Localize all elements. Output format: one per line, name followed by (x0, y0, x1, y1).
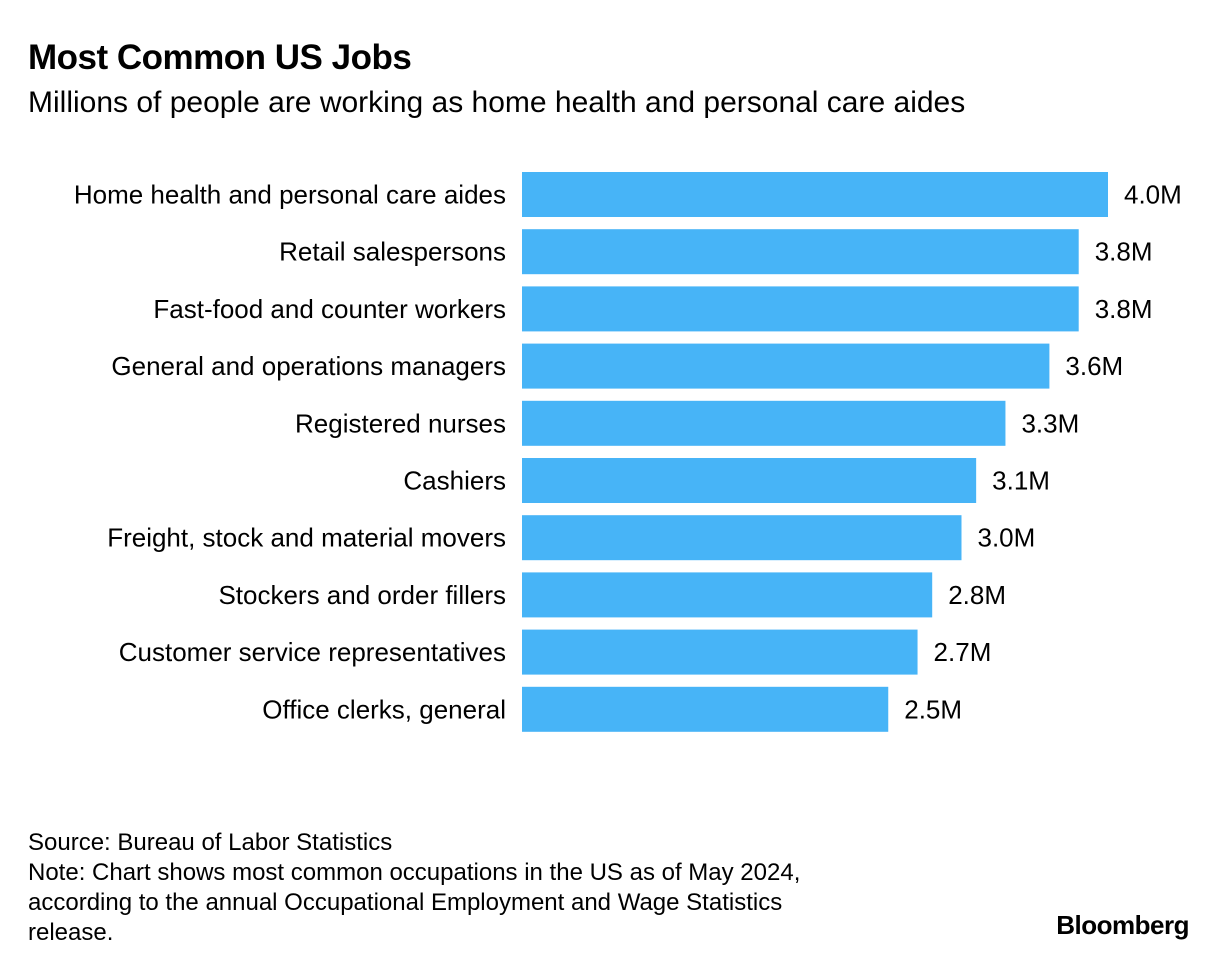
bar (522, 572, 933, 618)
data-label: 3.1M (992, 466, 1050, 496)
bar (522, 629, 918, 675)
chart-footer: Source: Bureau of Labor Statistics Note:… (28, 828, 858, 948)
data-label: 3.0M (978, 523, 1036, 553)
category-label: Home health and personal care aides (74, 180, 506, 210)
data-label: 3.3M (1021, 408, 1079, 438)
data-label: 2.7M (934, 637, 992, 667)
chart-title: Most Common US Jobs (28, 38, 412, 77)
category-label: Stockers and order fillers (218, 580, 506, 610)
category-label: Cashiers (403, 466, 506, 496)
bar (522, 515, 962, 561)
category-label: General and operations managers (111, 351, 506, 381)
category-label: Customer service representatives (119, 637, 506, 667)
data-label: 2.8M (948, 580, 1006, 610)
data-label: 3.6M (1065, 351, 1123, 381)
bar (522, 343, 1050, 389)
chart-subtitle: Millions of people are working as home h… (28, 86, 966, 119)
category-label: Fast-food and counter workers (153, 294, 506, 324)
bar-chart: Home health and personal care aides 4.0M R… (74, 172, 1182, 732)
bar (522, 172, 1108, 217)
source-note: Source: Bureau of Labor Statistics (28, 829, 393, 856)
category-label: Freight, stock and material movers (107, 523, 506, 553)
data-label: 3.8M (1095, 294, 1153, 324)
category-label: Office clerks, general (262, 694, 506, 724)
bar (522, 400, 1006, 446)
bar (522, 458, 977, 503)
bar (522, 229, 1079, 275)
chart-note: Note: Chart shows most common occupation… (28, 859, 801, 946)
category-label: Retail salespersons (279, 237, 506, 267)
data-label: 4.0M (1124, 180, 1182, 210)
data-label: 3.8M (1095, 237, 1153, 267)
data-label: 2.5M (904, 694, 962, 724)
bloomberg-logo: Bloomberg (1056, 910, 1189, 940)
category-label: Registered nurses (295, 408, 506, 438)
bar (522, 686, 889, 732)
bar (522, 286, 1079, 332)
